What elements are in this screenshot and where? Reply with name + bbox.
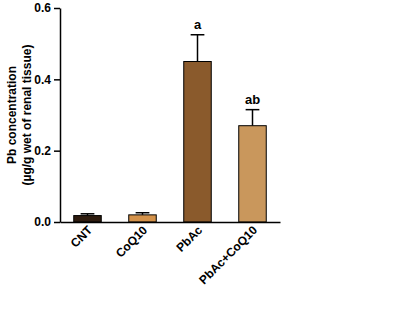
x-axis: CNT CoQ10 PbAcPbAc+CoQ10 — [61, 222, 281, 287]
y-tick: 0.0 — [34, 215, 60, 229]
error-cap — [136, 212, 150, 214]
bar — [129, 215, 157, 222]
y-tick: 0.4 — [34, 73, 60, 87]
y-tick-mark — [54, 8, 60, 10]
x-tick-label: CNT — [68, 223, 96, 251]
y-tick-label: 0.4 — [34, 73, 51, 87]
plot-area — [74, 35, 267, 222]
error-cap — [246, 109, 260, 111]
y-tick-label: 0.0 — [34, 215, 51, 229]
error-stem — [197, 35, 199, 62]
annotation: ab — [245, 92, 260, 107]
y-axis: 0.0 0.2 0.4 0.6 — [34, 1, 60, 229]
bar — [184, 62, 212, 223]
y-axis-line — [60, 9, 62, 223]
bar — [74, 216, 102, 222]
bar — [239, 126, 267, 222]
x-tick: CoQ10 — [113, 222, 150, 260]
x-axis-line — [61, 222, 281, 224]
y-tick: 0.6 — [34, 1, 60, 15]
y-tick-label: 0.2 — [34, 144, 51, 158]
error-cap — [81, 213, 95, 215]
y-tick-mark — [54, 150, 60, 152]
x-tick: PbAc — [174, 222, 206, 255]
x-tick: PbAc+CoQ10 — [196, 222, 260, 287]
error-cap — [191, 34, 205, 36]
x-tick: CNT — [68, 222, 96, 250]
y-tick-mark — [54, 79, 60, 81]
chart: 0.0 0.2 0.4 0.6 CNT CoQ10 PbAcPbAc+CoQ10 Pb con… — [0, 0, 400, 315]
y-tick-label: 0.6 — [34, 1, 51, 15]
error-stem — [252, 110, 254, 126]
y-tick-mark — [54, 222, 60, 224]
x-tick-label: PbAc+CoQ10 — [196, 223, 260, 287]
y-tick: 0.2 — [34, 144, 60, 158]
x-tick-label: PbAc — [174, 223, 206, 255]
y-axis-title: (µg/g wet of renal tissue) — [20, 45, 34, 186]
x-tick-label: CoQ10 — [113, 223, 150, 260]
annotation: a — [194, 17, 202, 32]
error-bar — [246, 110, 260, 126]
y-axis-title: Pb concentration — [5, 66, 19, 164]
error-bar — [191, 35, 205, 62]
